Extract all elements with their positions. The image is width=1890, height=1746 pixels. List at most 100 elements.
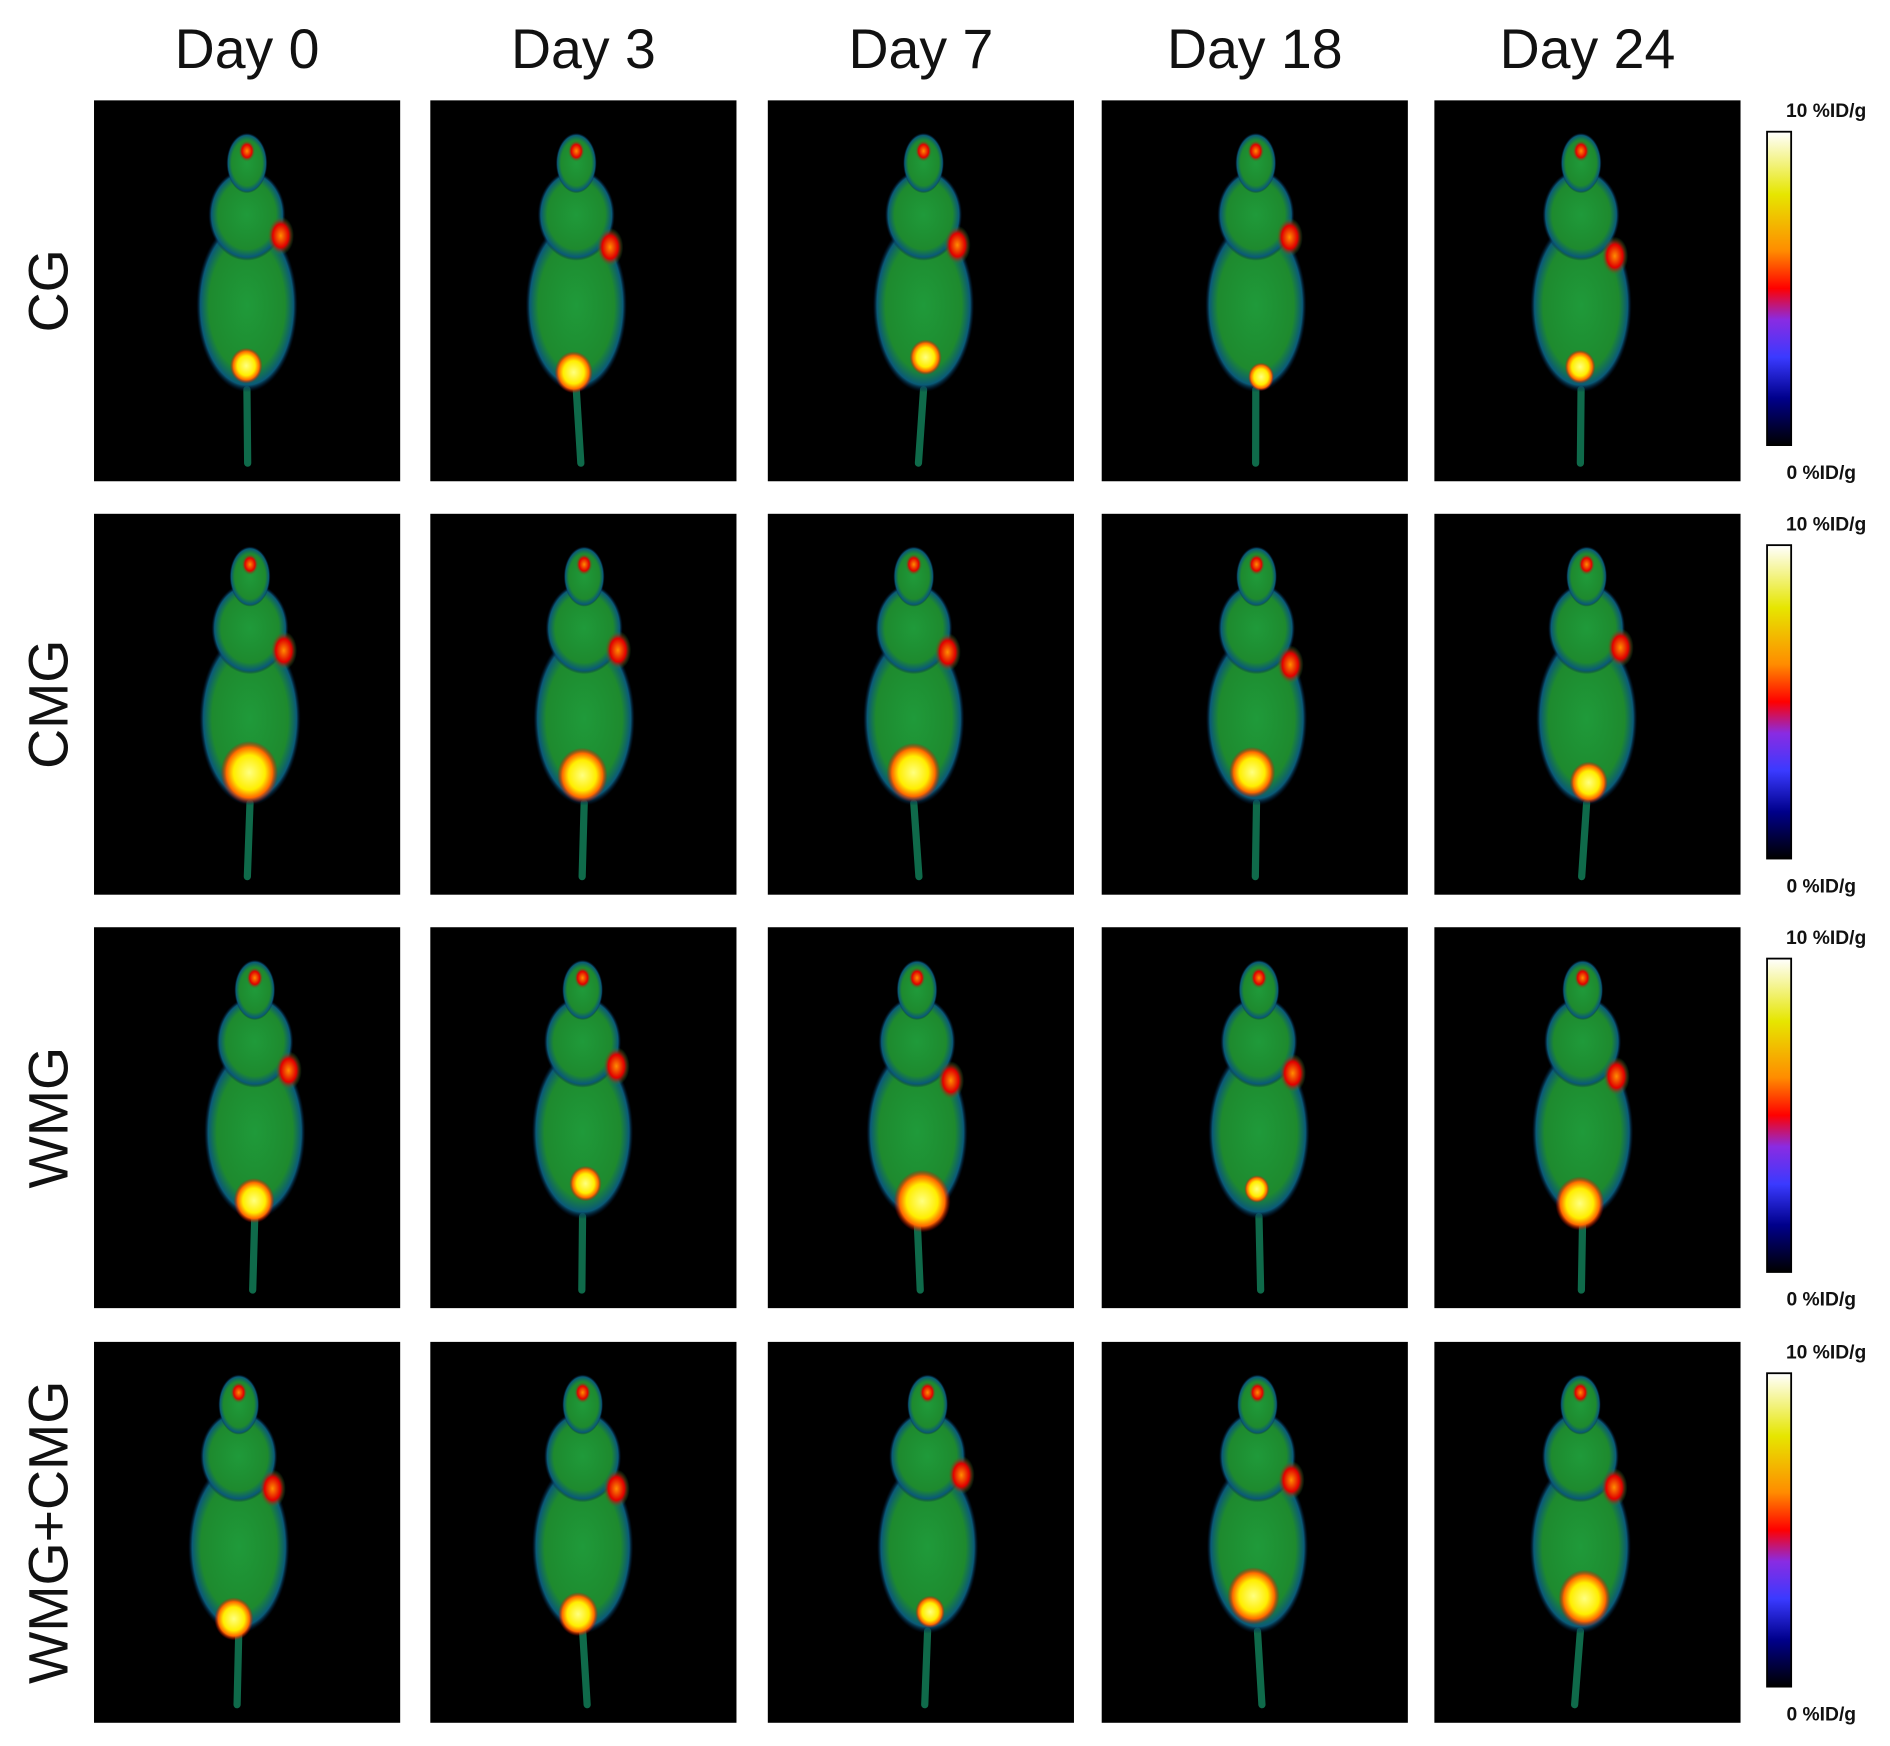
head (562, 1374, 604, 1435)
row-label: CMG (18, 640, 80, 769)
scale-max-label: 10 %ID/g (1786, 101, 1866, 122)
side-spot (937, 1061, 965, 1100)
head (893, 546, 935, 607)
head-spot (1572, 140, 1590, 162)
head-spot (1247, 140, 1265, 162)
side-spot (1276, 217, 1303, 257)
pet-image (1434, 927, 1741, 1309)
hot-spot (1558, 1569, 1611, 1628)
chest (545, 582, 623, 675)
hot-spot (1555, 1176, 1605, 1231)
scale-max-label: 10 %ID/g (1786, 515, 1866, 536)
chest (537, 169, 615, 261)
chest (216, 995, 294, 1088)
chest (208, 169, 286, 261)
scale-max-label: 10 %ID/g (1786, 928, 1866, 949)
head (218, 1374, 260, 1435)
chest (211, 582, 289, 675)
tail (572, 386, 585, 467)
side-spot (604, 630, 632, 670)
scale-min-label: 0 %ID/g (1786, 1704, 1856, 1725)
color-bar (1766, 1372, 1793, 1688)
tail (579, 1627, 591, 1709)
hot-spot (1227, 1567, 1280, 1625)
body (1535, 631, 1638, 806)
color-bar (1766, 130, 1793, 447)
tail (578, 1212, 587, 1294)
chest (889, 1410, 967, 1503)
tail (243, 799, 254, 881)
color-bar (1766, 544, 1793, 860)
pet-image (1101, 100, 1408, 482)
row-label: WMG+CMG (18, 1381, 80, 1684)
head-spot (238, 140, 256, 162)
row-label: WMG (18, 1047, 80, 1189)
head-spot (905, 553, 923, 576)
hot-spot (554, 351, 593, 394)
hot-spot (893, 1169, 951, 1233)
tail (1251, 799, 1261, 881)
pet-image (94, 927, 401, 1309)
head-spot (246, 967, 264, 989)
chest (1217, 582, 1296, 675)
chest (884, 169, 963, 261)
chest (1541, 1410, 1619, 1503)
chest (1217, 169, 1295, 261)
body (876, 1460, 979, 1634)
pet-image (1101, 1341, 1408, 1723)
chest (1548, 582, 1626, 675)
side-spot (603, 1046, 630, 1086)
hot-spot (1248, 362, 1274, 392)
head-spot (567, 140, 585, 162)
tail (1576, 386, 1585, 467)
head-spot (230, 1381, 248, 1404)
hot-spot (915, 1595, 945, 1628)
pet-image (1434, 513, 1741, 895)
head-spot (1571, 1381, 1589, 1404)
chest (200, 1410, 278, 1503)
side-spot (1277, 1460, 1305, 1500)
head-spot (1248, 553, 1265, 576)
pet-image (94, 513, 401, 895)
side-spot (1603, 1057, 1630, 1096)
scale-min-label: 0 %ID/g (1786, 876, 1856, 897)
head-spot (574, 967, 591, 989)
side-spot (275, 1051, 302, 1090)
row-label: CG (18, 249, 80, 332)
tail (910, 799, 923, 881)
head (234, 959, 276, 1021)
pet-image (767, 1341, 1074, 1723)
body (1208, 1045, 1310, 1219)
side-spot (1600, 1468, 1628, 1507)
chest (543, 995, 622, 1088)
pet-image (767, 513, 1074, 895)
hot-spot (1564, 349, 1596, 384)
column-label: Day 7 (848, 18, 993, 80)
pet-image (767, 100, 1074, 482)
hot-spot (230, 347, 263, 384)
head (1235, 132, 1277, 194)
head (1236, 1374, 1278, 1435)
column-label: Day 24 (1500, 18, 1676, 80)
hot-spot (558, 1592, 599, 1637)
head (229, 546, 271, 607)
head (563, 546, 605, 607)
chest (875, 582, 953, 675)
hot-spot (569, 1165, 602, 1202)
scale-min-label: 0 %ID/g (1786, 1290, 1856, 1311)
tail (1255, 1212, 1265, 1294)
chest (544, 1410, 622, 1503)
head-spot (575, 553, 593, 576)
pet-image (430, 100, 737, 482)
pet-image (430, 513, 737, 895)
tail (1578, 799, 1591, 881)
color-bar (1766, 957, 1793, 1273)
hot-spot (233, 1178, 275, 1224)
scale-max-label: 10 %ID/g (1786, 1343, 1866, 1364)
hot-spot (1229, 746, 1276, 798)
side-spot (1279, 1053, 1306, 1093)
head (903, 132, 945, 194)
tail (249, 1212, 259, 1294)
head-spot (574, 1381, 592, 1404)
body (872, 218, 975, 393)
